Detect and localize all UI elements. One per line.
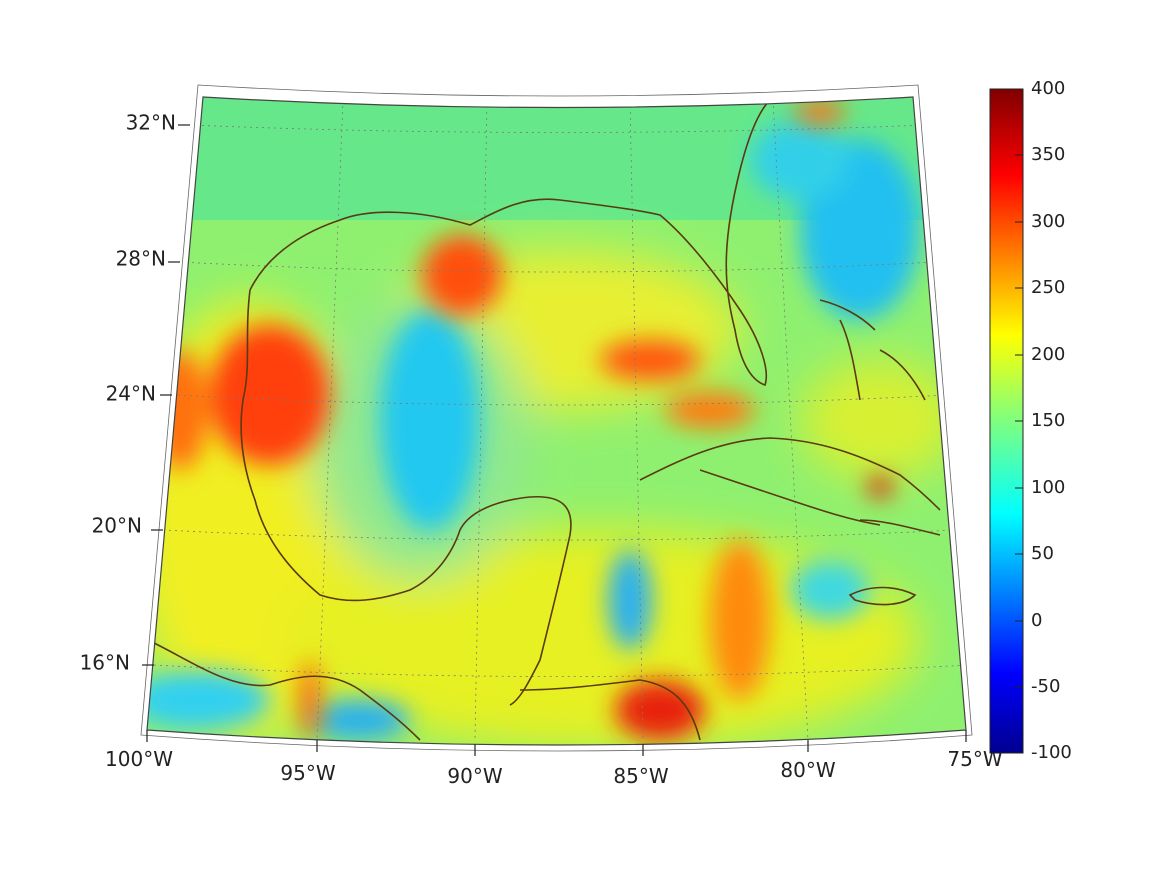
map-frame: [146, 96, 967, 746]
lat-label-32n: 32°N: [126, 111, 176, 135]
colorbar-label-150: 150: [1031, 410, 1065, 431]
lat-label-24n: 24°N: [106, 382, 156, 406]
lon-label-100w: 100°W: [105, 747, 173, 771]
map-frame-outer: [140, 84, 973, 752]
lon-label-80w: 80°W: [780, 758, 835, 782]
data-field: [147, 97, 966, 745]
latitude-ticks: [142, 124, 190, 666]
colorbar-label-400: 400: [1031, 78, 1065, 99]
colorbar-label-50: 50: [1031, 543, 1054, 564]
colorbar-label-minus100: -100: [1031, 742, 1072, 763]
longitude-ticks: [146, 730, 967, 756]
colorbar-ticks: [1015, 154, 1023, 688]
colorbar-label-minus50: -50: [1031, 676, 1060, 697]
colorbar-label-0: 0: [1031, 610, 1042, 631]
graticule: [153, 99, 966, 741]
lat-label-20n: 20°N: [92, 514, 142, 538]
lon-label-85w: 85°W: [613, 764, 668, 788]
lon-label-95w: 95°W: [280, 761, 335, 785]
lat-label-16n: 16°N: [80, 651, 130, 675]
colorbar-label-100: 100: [1031, 477, 1065, 498]
colorbar-label-200: 200: [1031, 344, 1065, 365]
lat-label-28n: 28°N: [116, 247, 166, 271]
lon-label-90w: 90°W: [447, 764, 502, 788]
colorbar-label-250: 250: [1031, 277, 1065, 298]
colorbar-label-350: 350: [1031, 144, 1065, 165]
colorbar-label-300: 300: [1031, 211, 1065, 232]
coastline: [147, 99, 941, 741]
